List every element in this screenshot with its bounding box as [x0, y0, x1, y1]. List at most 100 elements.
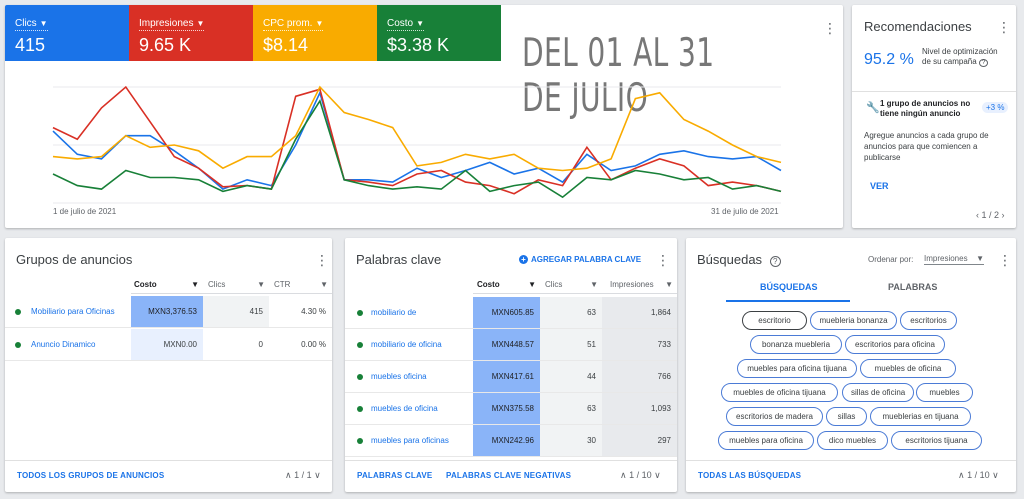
keyword-text[interactable]: mobiliario de — [371, 308, 417, 317]
divider — [686, 460, 1016, 461]
metric-cost[interactable]: Costo ▼ $3.38 K — [377, 5, 501, 61]
keywords-title: Palabras clave — [356, 252, 442, 267]
add-keyword-button[interactable]: + AGREGAR PALABRA CLAVE — [519, 255, 641, 264]
metric-impressions-label[interactable]: Impresiones ▼ — [139, 18, 205, 31]
column-header-ctr[interactable]: CTR ▼ — [269, 280, 332, 294]
ad-group-cost: MXN0.00 — [131, 329, 203, 360]
search-term-chip[interactable]: escritorios — [900, 311, 957, 330]
sort-caret-icon: ▼ — [320, 280, 328, 289]
chevron-down-icon[interactable]: ∨ — [992, 470, 999, 480]
help-icon[interactable]: ? — [769, 256, 781, 267]
dropdown-caret-icon: ▼ — [976, 254, 984, 263]
pager-text: 1 / 1 — [294, 470, 312, 480]
negative-keywords-link[interactable]: PALABRAS CLAVE NEGATIVAS — [446, 471, 572, 480]
view-recommendation-button[interactable]: VER — [870, 181, 889, 191]
keyword-text[interactable]: mobiliario de oficina — [371, 340, 442, 349]
column-header-cost[interactable]: Costo ▼ — [473, 280, 540, 294]
metric-avg-cpc[interactable]: CPC prom. ▼ $8.14 — [253, 5, 377, 61]
sort-caret-icon: ▼ — [257, 280, 265, 289]
ad-group-name[interactable]: Mobiliario para Oficinas — [31, 307, 115, 316]
table-row[interactable]: Anuncio Dinamico MXN0.00 0 0.00 % — [5, 329, 332, 361]
keywords-link[interactable]: PALABRAS CLAVE — [357, 471, 433, 480]
search-term-chip[interactable]: muebles — [916, 383, 973, 402]
chevron-right-icon[interactable]: › — [1001, 210, 1005, 220]
more-options-icon[interactable]: ⋮ — [823, 20, 837, 36]
keyword-text[interactable]: muebles para oficinas — [371, 436, 449, 445]
sort-caret-icon: ▼ — [528, 280, 536, 289]
search-term-chip[interactable]: sillas de oficina — [842, 383, 915, 402]
add-circle-icon: + — [519, 255, 528, 264]
metric-clicks-value: 415 — [15, 35, 46, 55]
chevron-down-icon[interactable]: ∨ — [314, 470, 321, 480]
status-dot — [357, 406, 363, 412]
status-dot — [357, 342, 363, 348]
search-term-chip[interactable]: mueblerias en tijuana — [870, 407, 971, 426]
tab-words[interactable]: PALABRAS — [888, 282, 938, 292]
search-term-chip[interactable]: escritorios de madera — [726, 407, 823, 426]
more-options-icon[interactable]: ⋮ — [315, 252, 329, 268]
chevron-up-icon[interactable]: ∧ — [958, 470, 965, 480]
column-header-clicks[interactable]: Clics ▼ — [203, 280, 269, 294]
table-row[interactable]: muebles de oficina MXN375.58 63 1,093 — [345, 393, 677, 425]
keyword-clicks: 30 — [540, 425, 602, 456]
column-header-cost[interactable]: Costo ▼ — [131, 280, 203, 294]
table-row[interactable]: Mobiliario para Oficinas MXN3,376.53 415… — [5, 296, 332, 328]
search-term-chip[interactable]: sillas — [826, 407, 867, 426]
more-options-icon[interactable]: ⋮ — [997, 19, 1011, 35]
search-term-chip[interactable]: escritorio — [742, 311, 807, 330]
search-term-chip[interactable]: muebles para oficina — [718, 431, 814, 450]
optimization-score-desc: Nivel de optimización de su campaña ? — [922, 47, 998, 67]
series-line-clics — [52, 90, 782, 191]
all-ad-groups-link[interactable]: TODOS LOS GRUPOS DE ANUNCIOS — [17, 471, 165, 480]
chevron-up-icon[interactable]: ∧ — [285, 470, 292, 480]
column-header-impressions[interactable]: Impresiones ▼ — [602, 280, 677, 294]
more-options-icon[interactable]: ⋮ — [998, 252, 1012, 268]
table-row[interactable]: muebles para oficinas MXN242.96 30 297 — [345, 425, 677, 457]
series-line-costo — [52, 99, 782, 199]
chevron-left-icon[interactable]: ‹ — [976, 210, 979, 220]
help-icon[interactable]: ? — [978, 59, 989, 67]
table-row[interactable]: mobiliario de MXN605.85 63 1,864 — [345, 297, 677, 329]
tab-searches[interactable]: BÚSQUEDAS — [760, 282, 818, 292]
keyword-clicks: 63 — [540, 393, 602, 424]
metric-impressions[interactable]: Impresiones ▼ 9.65 K — [129, 5, 253, 61]
metric-tiles: Clics ▼ 415 Impresiones ▼ 9.65 K CPC prom.… — [5, 5, 501, 61]
keyword-clicks: 63 — [540, 297, 602, 328]
search-term-chip[interactable]: bonanza muebleria — [750, 335, 842, 354]
chevron-up-icon[interactable]: ∧ — [620, 470, 627, 480]
search-term-chip[interactable]: muebles para oficina tijuana — [737, 359, 857, 378]
column-header-clicks[interactable]: Clics ▼ — [540, 280, 602, 294]
date-range-overlay-title: DEL 01 AL 31 DE JULIO — [522, 31, 715, 121]
keyword-text[interactable]: muebles de oficina — [371, 404, 438, 413]
series-line-cpc-prom- — [52, 85, 782, 172]
search-term-chip[interactable]: escritorios tijuana — [891, 431, 982, 450]
table-row[interactable]: muebles oficina MXN417.61 44 766 — [345, 361, 677, 393]
chevron-down-icon[interactable]: ∨ — [654, 470, 661, 480]
sort-by-select[interactable]: Impresiones ▼ — [924, 254, 984, 265]
ad-group-name[interactable]: Anuncio Dinamico — [31, 340, 96, 349]
performance-line-chart — [52, 85, 782, 204]
metric-avg-cpc-label[interactable]: CPC prom. ▼ — [263, 18, 324, 31]
metric-clicks[interactable]: Clics ▼ 415 — [5, 5, 129, 61]
keyword-cost: MXN375.58 — [473, 393, 540, 424]
table-row[interactable]: mobiliario de oficina MXN448.57 51 733 — [345, 329, 677, 361]
keyword-impressions: 733 — [602, 329, 677, 360]
search-term-chip[interactable]: dico muebles — [817, 431, 888, 450]
search-term-chip[interactable]: muebles de oficina — [860, 359, 956, 378]
dropdown-caret-icon: ▼ — [196, 19, 205, 28]
search-term-chip[interactable]: muebleria bonanza — [810, 311, 897, 330]
recommendations-pager: ‹ 1 / 2 › — [976, 210, 1005, 220]
metric-clicks-label[interactable]: Clics ▼ — [15, 18, 48, 31]
searches-pager: ∧ 1 / 10 ∨ — [958, 470, 999, 481]
keyword-cost: MXN417.61 — [473, 361, 540, 392]
metric-cost-label[interactable]: Costo ▼ — [387, 18, 425, 31]
more-options-icon[interactable]: ⋮ — [656, 252, 670, 268]
search-term-chip[interactable]: escritorios para oficina — [845, 335, 945, 354]
all-searches-link[interactable]: TODAS LAS BÚSQUEDAS — [698, 471, 802, 480]
keyword-cost: MXN605.85 — [473, 297, 540, 328]
ad-group-cost: MXN3,376.53 — [131, 296, 203, 327]
wrench-icon: 🔧 — [866, 102, 880, 114]
active-tab-indicator — [726, 300, 850, 302]
search-term-chip[interactable]: muebles de oficina tijuana — [721, 383, 838, 402]
keyword-text[interactable]: muebles oficina — [371, 372, 427, 381]
